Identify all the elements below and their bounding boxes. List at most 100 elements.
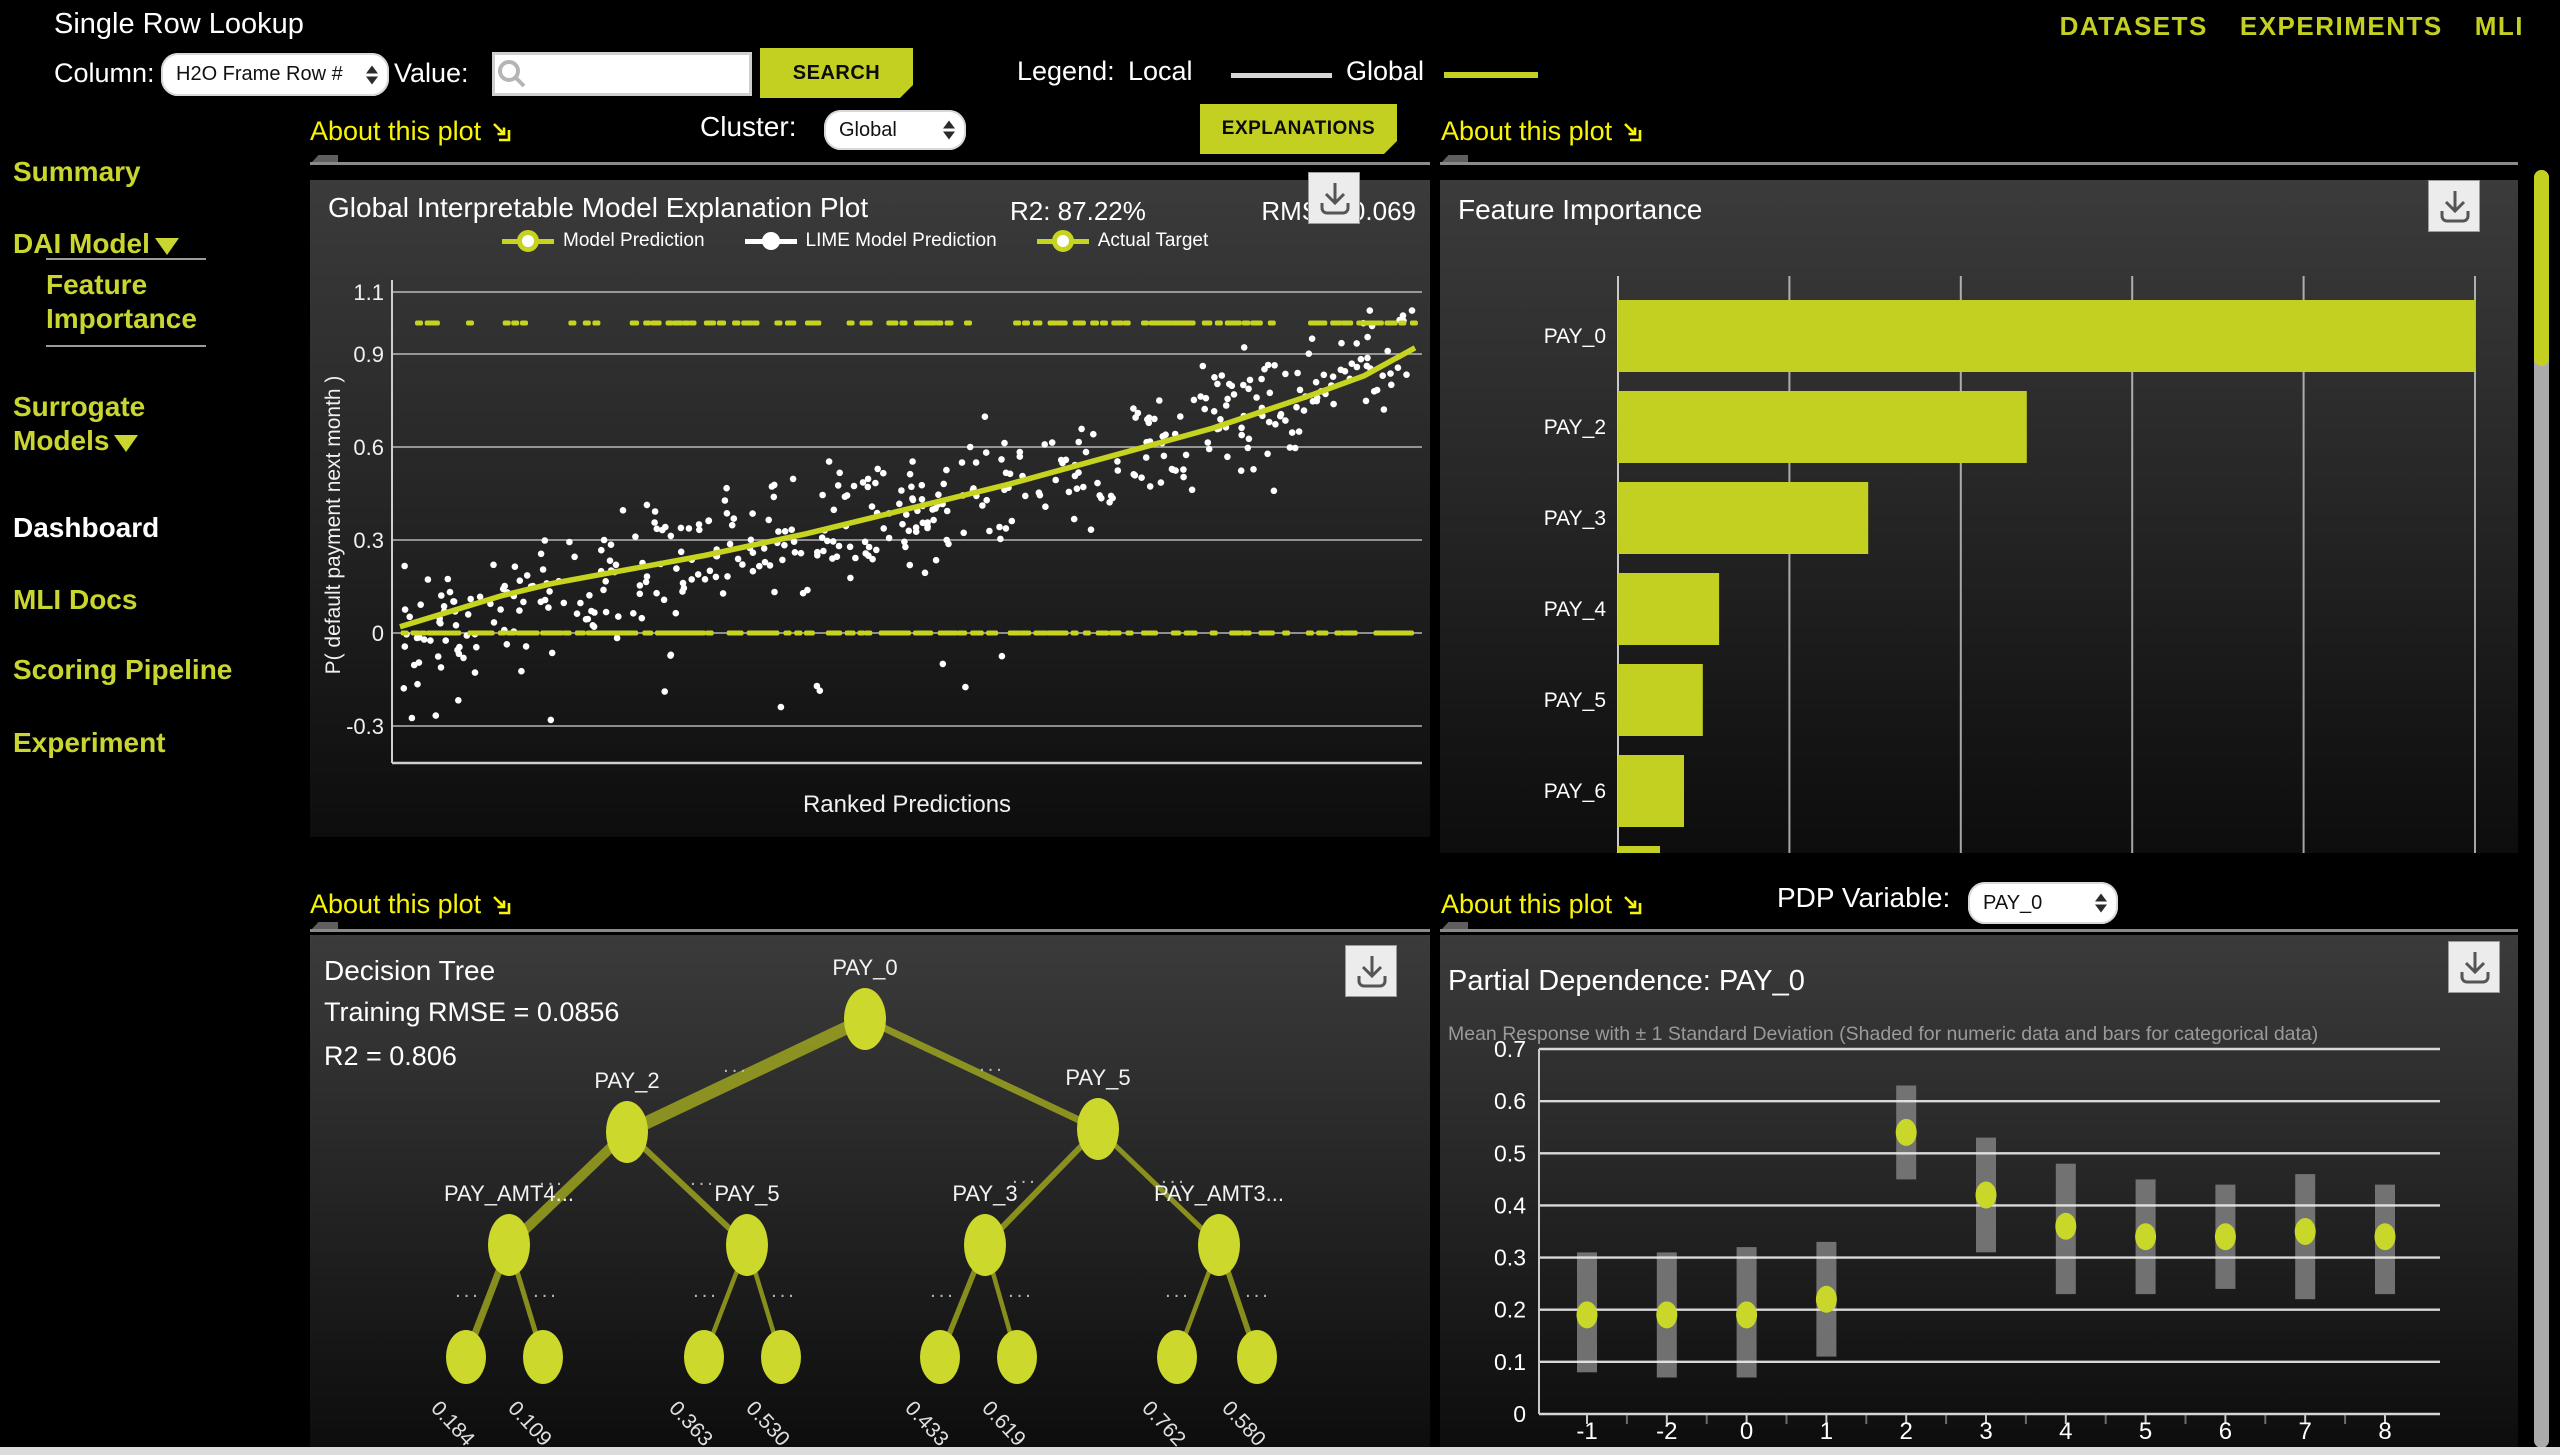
y-tick-label: 1.1	[353, 280, 384, 305]
tree-leaf-node[interactable]	[997, 1330, 1037, 1384]
caret-down-icon	[114, 434, 139, 452]
search-input[interactable]	[533, 61, 717, 87]
page-title: Single Row Lookup	[54, 8, 304, 40]
pdp-mean-marker[interactable]	[1656, 1301, 1678, 1329]
tree-node-label: PAY_5	[1065, 1065, 1130, 1090]
about-this-plot-link-tree[interactable]: About this plot	[310, 889, 513, 920]
nav-experiments[interactable]: EXPERIMENTS	[2239, 11, 2443, 41]
fi-bar[interactable]	[1618, 846, 1660, 853]
column-select[interactable]: H2O Frame Row #	[161, 53, 389, 96]
tree-leaf-node[interactable]	[1157, 1330, 1197, 1384]
y-tick-label: 0.7	[1494, 1036, 1526, 1062]
vertical-scrollbar-thumb[interactable]	[2534, 170, 2549, 366]
about-link-label: About this plot	[310, 116, 482, 146]
fi-bar[interactable]	[1618, 391, 2027, 463]
gilme-scatter-chart[interactable]: 1.1 0.9 0.6 0.3 0 -0.3 P( default payment next…	[310, 180, 1430, 837]
y-tick-label: 0.4	[1494, 1192, 1526, 1218]
search-button[interactable]: SEARCH	[760, 48, 913, 98]
x-tick-label: 5	[2139, 1418, 2152, 1445]
download-icon[interactable]	[1345, 945, 1397, 997]
tree-node[interactable]	[1198, 1214, 1240, 1276]
tree-leaf-node[interactable]	[920, 1330, 960, 1384]
pdp-mean-marker[interactable]	[2214, 1223, 2236, 1251]
about-this-plot-link-fi[interactable]: About this plot	[1441, 116, 1644, 147]
pdp-mean-marker[interactable]	[2374, 1223, 2396, 1251]
pdp-mean-marker[interactable]	[1815, 1285, 1837, 1313]
fi-bar[interactable]	[1618, 755, 1684, 827]
edge-ellipsis-label: ...	[1161, 1166, 1187, 1188]
tree-node[interactable]	[726, 1214, 768, 1276]
sidebar-item-scoring-pipeline[interactable]: Scoring Pipeline	[13, 654, 233, 685]
tree-leaf-node[interactable]	[761, 1330, 801, 1384]
tree-node[interactable]	[488, 1214, 530, 1276]
x-tick-label: 4	[2059, 1418, 2072, 1445]
sidebar-item-feature-importance[interactable]: Feature Importance	[46, 258, 206, 348]
sidebar-item-experiment[interactable]: Experiment	[13, 727, 166, 758]
x-tick-label: -1	[1576, 1418, 1597, 1445]
tree-node[interactable]	[606, 1101, 648, 1163]
download-icon[interactable]	[2428, 180, 2480, 232]
tree-node[interactable]	[1077, 1098, 1119, 1160]
sidebar-item-mli-docs[interactable]: MLI Docs	[13, 584, 138, 615]
feature-importance-chart[interactable]: PAY_0 PAY_2 PAY_3 PAY_4 PAY_5 PAY_6	[1440, 180, 2518, 853]
tree-node[interactable]	[964, 1214, 1006, 1276]
pdp-mean-marker[interactable]	[2135, 1223, 2157, 1251]
gilme-r2-stat: R2: 87.22%	[1010, 196, 1146, 226]
pdp-variable-label: PDP Variable:	[1777, 882, 1951, 913]
tree-node-label: PAY_2	[594, 1068, 659, 1093]
pdp-mean-marker[interactable]	[1975, 1181, 1997, 1209]
pdp-mean-marker[interactable]	[1895, 1118, 1917, 1146]
tab-notch	[312, 155, 338, 162]
cluster-select[interactable]: Global	[824, 110, 966, 150]
pdp-variable-select[interactable]: PAY_0	[1968, 882, 2118, 924]
vertical-scrollbar[interactable]	[2534, 170, 2549, 1448]
tree-leaf-node[interactable]	[1237, 1330, 1277, 1384]
pdp-mean-marker[interactable]	[1736, 1301, 1758, 1329]
tree-leaf-node[interactable]	[446, 1330, 486, 1384]
gilme-plot-panel: 1.1 0.9 0.6 0.3 0 -0.3 P( default payment next…	[310, 172, 1430, 837]
legend-item-actual-target: Actual Target	[1036, 230, 1208, 252]
actual-target-rows	[400, 320, 1418, 636]
explanations-button[interactable]: EXPLANATIONS	[1200, 104, 1397, 154]
tree-leaf-node[interactable]	[684, 1330, 724, 1384]
search-icon	[498, 60, 526, 88]
leaf-value-label: 0.363	[664, 1397, 717, 1448]
sidebar-item-summary[interactable]: Summary	[13, 156, 141, 187]
pdp-mean-marker[interactable]	[2055, 1212, 2077, 1240]
y-tick-label: 0	[372, 621, 384, 646]
nav-mli[interactable]: MLI	[2474, 11, 2524, 41]
legend-global-label: Global	[1346, 56, 1425, 86]
tree-leaf-node[interactable]	[523, 1330, 563, 1384]
legend-global-swatch	[1444, 72, 1538, 78]
download-icon[interactable]	[2448, 941, 2500, 993]
decision-tree-chart[interactable]: ........................................…	[310, 935, 1430, 1448]
pdp-variable-select-value: PAY_0	[1983, 891, 2043, 914]
decision-tree-title: Decision Tree	[324, 955, 496, 986]
sidebar-item-surrogate-models[interactable]: Surrogate Models	[13, 390, 193, 457]
about-this-plot-link-gilme[interactable]: About this plot	[310, 116, 513, 147]
nav-datasets[interactable]: DATASETS	[2059, 11, 2208, 41]
feature-importance-title: Feature Importance	[1458, 194, 1703, 225]
fi-bar[interactable]	[1618, 300, 2475, 372]
sidebar-item-dashboard[interactable]: Dashboard	[13, 512, 160, 543]
legend-item-model-prediction: Model Prediction	[502, 230, 705, 252]
about-this-plot-link-pdp[interactable]: About this plot	[1441, 889, 1644, 920]
fi-bar[interactable]	[1618, 664, 1703, 736]
tab-notch	[1442, 922, 1468, 929]
pdp-mean-marker[interactable]	[1576, 1301, 1598, 1329]
sidebar-item-dai-model[interactable]: DAI Model	[13, 227, 179, 261]
select-arrows-icon	[366, 65, 378, 84]
value-search-field[interactable]	[492, 52, 752, 96]
lime-prediction-marker-icon	[744, 230, 797, 252]
pdp-chart[interactable]: 0 0.1 0.2 0.3 0.4 0.5 0.6 0.7 -1 -2 0 1 2 3 4 5 6 7 8	[1440, 935, 2518, 1448]
pdp-mean-marker[interactable]	[2294, 1218, 2316, 1245]
pdp-subtitle: Mean Response with ± 1 Standard Deviatio…	[1448, 1023, 2319, 1045]
download-icon[interactable]	[1308, 172, 1360, 224]
x-tick-label: 7	[2299, 1418, 2312, 1445]
horizontal-scrollbar[interactable]	[0, 1447, 2560, 1455]
tree-node[interactable]	[844, 988, 886, 1050]
x-tick-label: 8	[2378, 1418, 2391, 1445]
fi-bar[interactable]	[1618, 482, 1869, 554]
fi-bar[interactable]	[1618, 573, 1720, 645]
download-arrow-glyph	[1357, 956, 1387, 988]
